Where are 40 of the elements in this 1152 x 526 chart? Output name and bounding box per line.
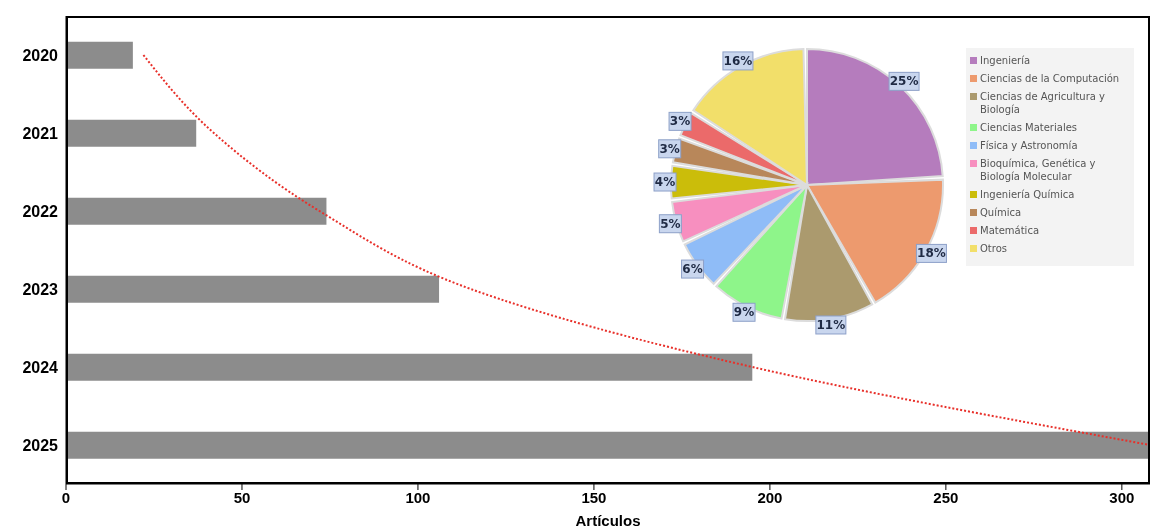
y-tick-label: 2022 [22, 202, 59, 220]
bar [66, 275, 440, 303]
y-tick-label: 2024 [22, 358, 59, 376]
legend-label: Ingeniería [980, 54, 1031, 67]
bar [66, 353, 753, 381]
bar [66, 119, 197, 147]
x-tick-label: 200 [757, 488, 783, 506]
y-tick-label: 2025 [22, 436, 59, 454]
data-label: 4% [654, 175, 676, 190]
x-tick-label: 150 [581, 488, 607, 506]
legend-label: Bioquímica, Genética y Biología Molecular [980, 157, 1097, 183]
y-tick-label: 2020 [22, 46, 59, 64]
legend-label: Ciencias Materiales [980, 121, 1078, 134]
x-tick-label: 50 [233, 488, 251, 506]
bar [66, 431, 1150, 459]
legend-label: Otros [980, 242, 1008, 255]
legend-label: Química [980, 206, 1022, 219]
data-label: 5% [660, 216, 681, 231]
data-label: 3% [659, 141, 680, 156]
legend-label: Ciencias de la Computación [980, 72, 1120, 85]
bar [66, 197, 327, 225]
legend-label: Ingeniería Química [980, 188, 1075, 201]
data-label: 6% [682, 262, 703, 277]
y-tick-label: 2023 [22, 280, 59, 298]
legend-label: Física y Astronomía [980, 139, 1078, 152]
data-label: 11% [816, 317, 846, 332]
x-tick-label: 250 [933, 488, 959, 506]
data-label: 18% [917, 246, 946, 261]
x-tick-label: 300 [1109, 488, 1135, 506]
legend-label: Ciencias de Agricultura y Biología [980, 90, 1106, 116]
data-label: 25% [889, 74, 919, 89]
data-label: 9% [733, 305, 755, 320]
bar [66, 41, 133, 69]
y-tick-label: 2021 [22, 124, 59, 142]
data-label: 3% [669, 114, 691, 129]
x-tick-label: 0 [61, 488, 71, 506]
x-tick-label: 100 [405, 488, 431, 506]
data-label: 16% [723, 53, 753, 68]
x-axis-title: Artículos [575, 512, 641, 526]
legend-label: Matemática [980, 224, 1040, 237]
